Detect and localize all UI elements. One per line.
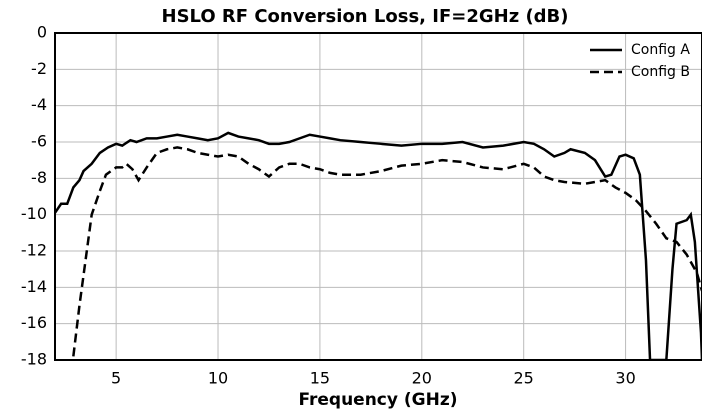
y-tick-label: -12	[21, 241, 47, 260]
y-tick-label: -14	[21, 277, 47, 296]
y-tick-label: -8	[31, 168, 47, 187]
x-tick-label: 5	[111, 369, 121, 388]
legend-label: Config A	[631, 42, 690, 58]
x-tick-label: 25	[514, 369, 534, 388]
chart-title: HSLO RF Conversion Loss, IF=2GHz (dB)	[162, 6, 569, 27]
legend-label: Config B	[631, 64, 690, 80]
plot-lines	[55, 131, 702, 360]
y-tick-label: -18	[21, 350, 47, 369]
y-tick-label: -16	[21, 313, 47, 332]
y-tick-label: 0	[37, 23, 47, 42]
y-tick-label: -2	[31, 59, 47, 78]
x-tick-label: 10	[208, 369, 228, 388]
plot-frame	[54, 32, 702, 361]
series-line	[55, 131, 702, 360]
y-tick-label: -10	[21, 204, 47, 223]
x-tick-label: 15	[310, 369, 330, 388]
y-tick-label: -6	[31, 132, 47, 151]
y-tick-label: -4	[31, 95, 47, 114]
x-tick-label: 20	[412, 369, 432, 388]
x-axis-label: Frequency (GHz)	[298, 390, 457, 410]
x-tick-label: 30	[615, 369, 635, 388]
series-line	[72, 146, 702, 357]
